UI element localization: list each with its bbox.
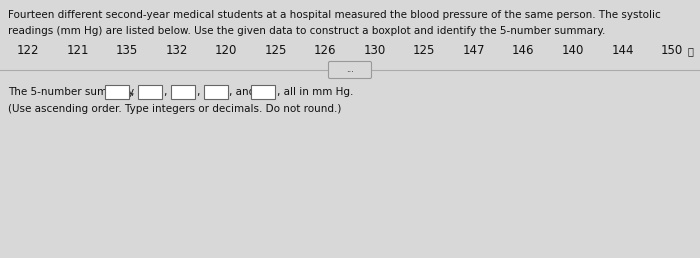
Text: 144: 144 <box>611 44 634 58</box>
Bar <box>251 85 275 99</box>
Text: 121: 121 <box>66 44 89 58</box>
Text: 140: 140 <box>561 44 584 58</box>
Text: (Use ascending order. Type integers or decimals. Do not round.): (Use ascending order. Type integers or d… <box>8 104 342 114</box>
Text: readings (mm Hg) are listed below. Use the given data to construct a boxplot and: readings (mm Hg) are listed below. Use t… <box>8 26 606 36</box>
Text: 120: 120 <box>215 44 237 58</box>
Text: 132: 132 <box>165 44 188 58</box>
Text: Fourteen different second-year medical students at a hospital measured the blood: Fourteen different second-year medical s… <box>8 10 661 20</box>
FancyBboxPatch shape <box>328 61 372 78</box>
Bar <box>138 85 162 99</box>
Text: 125: 125 <box>413 44 435 58</box>
Text: ,: , <box>130 87 134 97</box>
Text: 150: 150 <box>661 44 683 58</box>
Text: 125: 125 <box>265 44 287 58</box>
Text: 130: 130 <box>363 44 386 58</box>
Bar <box>204 85 228 99</box>
Text: , all in mm Hg.: , all in mm Hg. <box>277 87 354 97</box>
Text: 122: 122 <box>17 44 39 58</box>
Text: ⎙: ⎙ <box>687 46 693 56</box>
Text: , and: , and <box>229 87 256 97</box>
Text: 135: 135 <box>116 44 138 58</box>
Text: 147: 147 <box>463 44 485 58</box>
Bar <box>105 85 130 99</box>
Text: 126: 126 <box>314 44 337 58</box>
Bar <box>172 85 195 99</box>
Text: 146: 146 <box>512 44 535 58</box>
Text: ,: , <box>163 87 167 97</box>
Text: ...: ... <box>346 66 354 75</box>
Text: The 5-number summary is: The 5-number summary is <box>8 87 149 97</box>
Text: ,: , <box>196 87 200 97</box>
